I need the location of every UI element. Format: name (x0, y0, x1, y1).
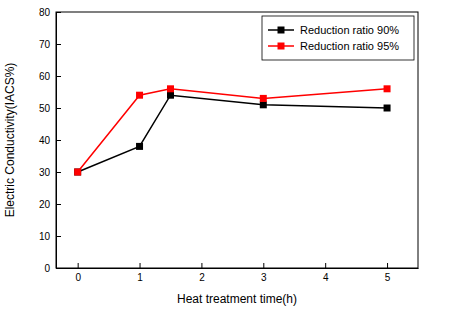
y-tick-label: 0 (44, 263, 50, 274)
x-tick: 0 (75, 263, 81, 283)
legend-box (262, 16, 414, 60)
x-tick-mark (325, 263, 326, 268)
x-tick: 3 (261, 263, 267, 283)
series-marker (260, 101, 267, 108)
x-tick: 5 (385, 263, 391, 283)
y-tick-label: 10 (39, 231, 51, 242)
x-tick-label: 2 (199, 272, 205, 283)
y-tick-mark (56, 140, 61, 141)
y-tick-label: 60 (39, 71, 51, 82)
y-tick-mark (56, 204, 61, 205)
series-marker (74, 169, 81, 176)
y-tick: 40 (39, 135, 61, 146)
y-tick: 20 (39, 199, 61, 210)
legend-label: Reduction ratio 95% (300, 40, 399, 52)
series-line (78, 95, 387, 172)
y-axis-title: Electric Conductivity(IACS%) (3, 63, 17, 218)
series-marker (384, 85, 391, 92)
y-tick-label: 70 (39, 39, 51, 50)
y-axis: 0 10 20 30 40 50 60 70 80 (39, 7, 61, 274)
x-tick-mark (140, 263, 141, 268)
y-tick-mark (56, 268, 61, 269)
y-tick: 80 (39, 7, 61, 18)
y-tick-mark (56, 108, 61, 109)
x-tick-label: 1 (137, 272, 143, 283)
y-tick: 30 (39, 167, 61, 178)
y-tick-label: 80 (39, 7, 51, 18)
x-tick: 4 (323, 263, 329, 283)
y-tick-label: 30 (39, 167, 51, 178)
x-tick-mark (201, 263, 202, 268)
x-tick-mark (78, 263, 79, 268)
y-tick-label: 20 (39, 199, 51, 210)
x-tick-label: 3 (261, 272, 267, 283)
x-axis-line (57, 268, 419, 269)
x-tick-label: 5 (385, 272, 391, 283)
y-tick: 0 (44, 263, 61, 274)
y-tick: 70 (39, 39, 61, 50)
series-marker (74, 169, 81, 176)
y-tick-mark (56, 172, 61, 173)
data-area (74, 85, 390, 175)
y-tick-mark (56, 12, 61, 13)
series-marker (136, 143, 143, 150)
series-marker (167, 92, 174, 99)
chart: 01234501020304050607080Reduction ratio 9… (0, 0, 454, 311)
y-tick-label: 50 (39, 103, 51, 114)
y-tick-mark (56, 44, 61, 45)
series-marker (260, 95, 267, 102)
x-axis: 0 1 2 3 4 5 (57, 263, 419, 283)
y-tick: 50 (39, 103, 61, 114)
y-tick-mark (56, 76, 61, 77)
legend: Reduction ratio 90% Reduction ratio 95% (262, 16, 414, 60)
series-line (78, 89, 387, 172)
x-axis-title: Heat treatment time(h) (177, 292, 297, 306)
series-marker (136, 92, 143, 99)
y-tick: 60 (39, 71, 61, 82)
x-tick-mark (387, 263, 388, 268)
series-marker (167, 85, 174, 92)
plot: 01234501020304050607080Reduction ratio 9… (39, 7, 419, 283)
legend-marker (278, 43, 285, 50)
y-tick-mark (56, 236, 61, 237)
x-tick: 2 (199, 263, 205, 283)
x-tick-label: 0 (75, 272, 81, 283)
x-tick-mark (263, 263, 264, 268)
y-tick: 10 (39, 231, 61, 242)
legend-marker (278, 27, 285, 34)
legend-label: Reduction ratio 90% (300, 24, 399, 36)
plot-frame (56, 12, 418, 268)
x-tick-label: 4 (323, 272, 329, 283)
y-tick-label: 40 (39, 135, 51, 146)
x-tick: 1 (137, 263, 143, 283)
series-marker (384, 105, 391, 112)
